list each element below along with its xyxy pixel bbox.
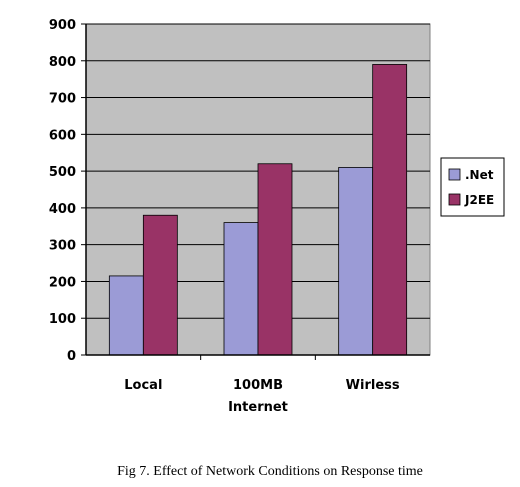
legend-label: J2EE (464, 193, 494, 207)
bar (338, 167, 374, 356)
x-tick-label: 100MB (233, 378, 283, 393)
legend: .Net J2EE (440, 157, 505, 217)
bar (142, 214, 178, 356)
bar (257, 163, 293, 356)
x-tick-label: Local (124, 378, 162, 393)
y-tick-labels: 0 100 200 300 400 500 600 700 800 900 (49, 18, 76, 364)
y-tick-label: 200 (49, 275, 76, 290)
legend-swatch (448, 168, 461, 181)
legend-label: .Net (465, 168, 494, 182)
figure-caption: Fig 7. Effect of Network Conditions on R… (117, 464, 423, 479)
axes (81, 23, 430, 360)
y-tick-label: 500 (49, 165, 76, 180)
bars (108, 64, 408, 356)
y-tick-label: 700 (49, 92, 76, 107)
y-tick-label: 900 (49, 18, 76, 33)
y-tick-label: 800 (49, 55, 76, 70)
legend-box (440, 157, 505, 217)
y-tick-label: 400 (49, 202, 76, 217)
bar (372, 64, 408, 356)
y-tick-label: 100 (49, 312, 76, 327)
legend-swatch (448, 193, 461, 206)
bar (223, 222, 259, 356)
y-tick-label: 600 (49, 128, 76, 143)
x-tick-label: Internet (228, 400, 288, 415)
y-tick-label: 300 (49, 239, 76, 254)
x-tick-label: Wirless (346, 378, 400, 393)
chart: 0 100 200 300 400 500 600 700 800 900 Local 100MB I… (49, 18, 505, 415)
bar (108, 275, 144, 356)
x-tick-labels: Local 100MB Internet Wirless (124, 378, 400, 415)
y-tick-label: 0 (67, 349, 76, 364)
